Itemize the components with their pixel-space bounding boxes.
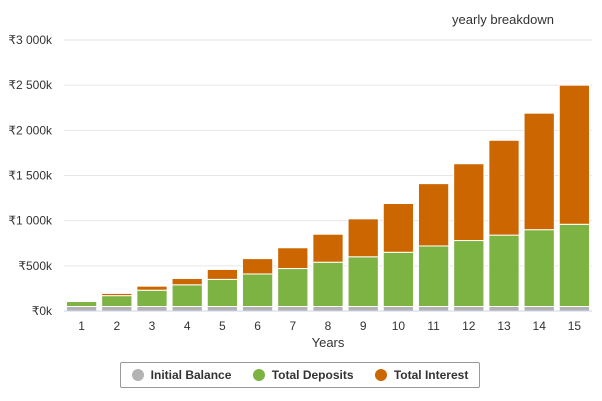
bar-segment[interactable] bbox=[523, 229, 555, 307]
bar-segment[interactable] bbox=[558, 223, 591, 307]
legend-item[interactable]: Total Deposits bbox=[252, 368, 354, 382]
x-tick-label: 7 bbox=[289, 319, 296, 333]
bar-segment[interactable] bbox=[101, 292, 133, 297]
y-tick-label: ₹1 500k bbox=[8, 169, 53, 183]
y-tick-label: ₹1 000k bbox=[8, 214, 53, 228]
bar-segment[interactable] bbox=[136, 285, 168, 291]
x-tick-label: 3 bbox=[149, 319, 156, 333]
legend-swatch-icon bbox=[252, 369, 265, 381]
bar-segment[interactable] bbox=[171, 284, 203, 307]
legend-label: Total Interest bbox=[393, 368, 469, 382]
x-tick-label: 1 bbox=[78, 319, 85, 333]
y-tick-label: ₹2 000k bbox=[8, 123, 53, 137]
legend-label: Initial Balance bbox=[150, 368, 232, 382]
bar-segment[interactable] bbox=[523, 305, 555, 312]
y-tick-label: ₹0k bbox=[32, 304, 53, 318]
legend-item[interactable]: Total Interest bbox=[374, 368, 469, 382]
bar-segment[interactable] bbox=[206, 305, 239, 312]
x-tick-label: 5 bbox=[219, 319, 226, 333]
bar-segment[interactable] bbox=[277, 305, 309, 312]
x-tick-label: 2 bbox=[113, 319, 120, 333]
bar-segment[interactable] bbox=[488, 234, 520, 307]
chart-legend: Initial Balance Total Deposits Total Inter… bbox=[120, 362, 480, 388]
bar-segment[interactable] bbox=[206, 278, 239, 307]
bar-segment[interactable] bbox=[312, 233, 344, 263]
x-tick-label: 6 bbox=[254, 319, 261, 333]
x-axis-ticks: 1 2 3 4 5 6 7 8 9 10 11 12 13 14 15 bbox=[78, 319, 581, 333]
bar-segment[interactable] bbox=[347, 305, 379, 312]
bar-segment[interactable] bbox=[171, 277, 203, 286]
bar-segment[interactable] bbox=[65, 301, 98, 307]
bar-segment[interactable] bbox=[136, 289, 168, 307]
bar-segment[interactable] bbox=[171, 305, 203, 312]
x-tick-label: 14 bbox=[533, 319, 547, 333]
bar-segment[interactable] bbox=[136, 305, 168, 312]
bar-segment[interactable] bbox=[347, 218, 379, 258]
bar-segment[interactable] bbox=[488, 139, 520, 236]
bar-segment[interactable] bbox=[241, 305, 274, 312]
y-tick-label: ₹2 500k bbox=[8, 78, 53, 92]
y-axis-ticks: ₹0k ₹500k ₹1 000k ₹1 500k ₹2 000k ₹2 500k ₹3 0… bbox=[8, 33, 53, 318]
bar-segment[interactable] bbox=[206, 268, 239, 280]
bar-segment[interactable] bbox=[277, 247, 309, 270]
x-tick-label: 4 bbox=[184, 319, 191, 333]
legend-swatch-icon bbox=[374, 369, 387, 381]
bar-segment[interactable] bbox=[312, 261, 344, 307]
y-tick-label: ₹3 000k bbox=[8, 33, 53, 47]
bar-segment[interactable] bbox=[347, 256, 379, 307]
legend-item[interactable]: Initial Balance bbox=[131, 368, 232, 382]
bar-segment[interactable] bbox=[417, 245, 450, 307]
legend-label: Total Deposits bbox=[271, 368, 354, 382]
legend-swatch-icon bbox=[131, 369, 144, 381]
bar-segment[interactable] bbox=[453, 240, 485, 307]
x-tick-label: 9 bbox=[360, 319, 367, 333]
x-tick-label: 10 bbox=[392, 319, 406, 333]
x-tick-label: 8 bbox=[325, 319, 332, 333]
chart-subtitle: yearly breakdown bbox=[452, 12, 554, 27]
bar-segment[interactable] bbox=[241, 273, 274, 307]
bar-segment[interactable] bbox=[417, 183, 450, 247]
bar-segment[interactable] bbox=[101, 295, 133, 307]
x-tick-label: 15 bbox=[568, 319, 582, 333]
bar-segment[interactable] bbox=[558, 305, 591, 312]
bar-segment[interactable] bbox=[417, 305, 450, 312]
bar-segment[interactable] bbox=[523, 112, 555, 231]
bars bbox=[65, 84, 591, 312]
bar-segment[interactable] bbox=[101, 305, 133, 312]
bar-segment[interactable] bbox=[453, 163, 485, 242]
x-tick-label: 13 bbox=[497, 319, 511, 333]
bar-segment[interactable] bbox=[65, 305, 98, 312]
bar-segment[interactable] bbox=[382, 203, 415, 253]
bar-segment[interactable] bbox=[558, 84, 591, 225]
bar-segment[interactable] bbox=[453, 305, 485, 312]
bar-segment[interactable] bbox=[312, 305, 344, 312]
bar-segment[interactable] bbox=[277, 268, 309, 307]
x-tick-label: 11 bbox=[427, 319, 440, 333]
y-tick-label: ₹500k bbox=[18, 259, 53, 273]
bar-segment[interactable] bbox=[488, 305, 520, 312]
bar-segment[interactable] bbox=[241, 258, 274, 275]
x-axis-title: Years bbox=[312, 335, 345, 350]
bar-segment[interactable] bbox=[382, 251, 415, 307]
bar-segment[interactable] bbox=[382, 305, 415, 312]
x-tick-label: 12 bbox=[462, 319, 476, 333]
